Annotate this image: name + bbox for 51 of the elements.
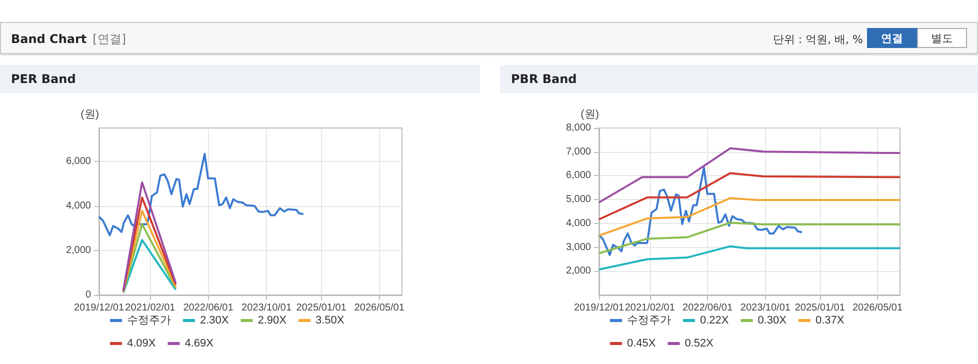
y-tick-label: 4,000: [566, 218, 592, 229]
legend-label: 4.09X: [127, 338, 156, 350]
chart-title: PBR Band: [500, 65, 978, 93]
legend-label: 0.30X: [758, 314, 788, 326]
legend-label: 0.45X: [627, 338, 656, 350]
x-tick-label: 2021/02/01: [624, 302, 676, 314]
chart-title: PER Band: [0, 65, 480, 93]
y-tick-label: 0: [85, 290, 92, 300]
y-tick-label: 4,000: [66, 200, 92, 212]
line-series: [598, 166, 804, 256]
line-series: [598, 245, 901, 270]
line-series: [598, 222, 901, 254]
x-tick-label: 2025/01/01: [296, 302, 347, 314]
y-axis-title: (원): [80, 108, 99, 120]
x-tick-label: 2026/05/01: [354, 302, 405, 314]
legend-label: 4.69X: [184, 338, 214, 350]
y-tick-label: 6,000: [66, 156, 92, 167]
legend-label: 3.50X: [315, 314, 345, 326]
legend-label: 0.37X: [815, 314, 845, 326]
line-series: [598, 147, 901, 204]
x-tick-label: 2022/06/01: [183, 302, 234, 314]
y-tick-label: 3,000: [566, 242, 592, 253]
text: [연결]: [92, 32, 126, 46]
y-axis-title: (원): [580, 108, 599, 120]
x-tick-label: 2026/05/01: [852, 302, 903, 314]
legend-label: 0.22X: [700, 314, 730, 326]
legend-label: 2.30X: [200, 314, 230, 326]
x-tick-label: 2023/10/01: [740, 302, 791, 314]
x-tick-label: 2025/01/01: [794, 302, 846, 314]
text: 별도: [917, 28, 967, 48]
line-series: [98, 152, 304, 236]
legend-label: 수정주가: [627, 314, 671, 326]
legend-label: 수정주가: [127, 314, 171, 326]
line-series: [598, 172, 901, 220]
y-tick-label: 5,000: [566, 194, 592, 206]
y-tick-label: 8,000: [566, 122, 592, 134]
x-tick-label: 2023/10/01: [242, 302, 292, 314]
legend-label: 0.52X: [684, 338, 714, 350]
line-series: [598, 197, 901, 237]
text: 연결: [867, 28, 917, 48]
y-tick-label: 7,000: [566, 146, 592, 158]
text: Band Chart: [11, 32, 87, 46]
y-tick-label: 2,000: [566, 266, 592, 277]
x-tick-label: 2019/12/01: [74, 302, 124, 314]
y-tick-label: 6,000: [566, 170, 592, 182]
text: 단위 : 억원, 배, %: [772, 32, 863, 47]
y-tick-label: 2,000: [66, 244, 92, 256]
legend-label: 2.90X: [258, 314, 288, 326]
x-tick-label: 2022/06/01: [682, 302, 733, 314]
x-tick-label: 2019/12/01: [574, 302, 624, 314]
x-tick-label: 2021/02/01: [125, 302, 176, 314]
